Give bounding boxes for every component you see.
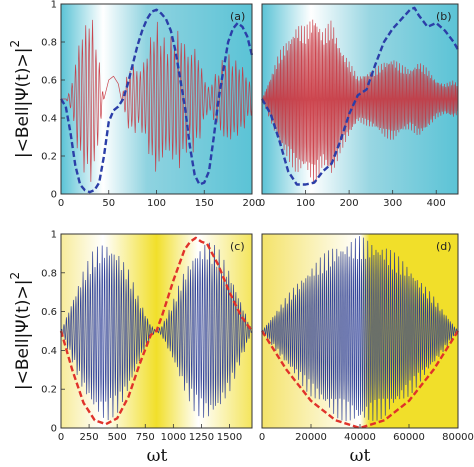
panel-a-y-tick-label: 0.2 bbox=[41, 152, 57, 163]
panel-d-x-tick-label: 60000 bbox=[393, 432, 425, 443]
panel-a-y-tick-label: 0.6 bbox=[41, 76, 57, 87]
panel-d-envelope-line bbox=[260, 330, 460, 430]
panel-a-envelope bbox=[59, 8, 254, 194]
panel-a-y-tick-label: 0.4 bbox=[41, 114, 57, 125]
panel-c-x-tick-label: 750 bbox=[136, 432, 155, 443]
svg-text:|<Bell|Ψ(t)>|2: |<Bell|Ψ(t)>|2 bbox=[8, 40, 33, 158]
panel-c-frame bbox=[60, 233, 253, 429]
panel-a: 0 50 100 150 200 0 0.2 0.4 0.6 0.8 1 (a) bbox=[41, 0, 261, 209]
panel-c-y-tick-label: 0.8 bbox=[41, 268, 57, 279]
panel-c-x-tick-label: 250 bbox=[80, 432, 99, 443]
panel-c-label: (c) bbox=[230, 240, 245, 253]
panel-b: 0 100 200 300 400 (b) bbox=[259, 3, 460, 209]
panel-a-x-tick-label: 0 bbox=[58, 198, 64, 209]
panel-c-y-tick-label: 0 bbox=[51, 424, 57, 435]
panel-c-envelope-line bbox=[59, 236, 253, 426]
panel-d-signal bbox=[261, 236, 459, 422]
panel-b-frame bbox=[261, 3, 459, 195]
panel-c-y-tick-label: 0.6 bbox=[41, 307, 57, 318]
panel-a-envelope-line bbox=[59, 8, 254, 194]
panel-b-x-tick-label: 0 bbox=[259, 198, 265, 209]
panel-a-x-tick-label: 200 bbox=[242, 198, 261, 209]
x-axis-title-left: ωt bbox=[147, 446, 168, 466]
panel-b-signal-line bbox=[261, 19, 459, 185]
panel-c-y-tick-label: 0.4 bbox=[41, 346, 57, 357]
panel-d-signal-line bbox=[261, 236, 459, 422]
panel-d-x-tick-label: 80000 bbox=[442, 432, 474, 443]
panel-b-envelope-line bbox=[260, 6, 460, 186]
panel-d-x-tick-label: 0 bbox=[259, 432, 265, 443]
panel-c-x-tick-label: 500 bbox=[108, 432, 127, 443]
panel-b-x-tick-label: 400 bbox=[427, 198, 446, 209]
panel-c: 0 250 500 750 1000 1250 1500 0 0.2 0.4 0.6 0.8 1 (c) bbox=[41, 230, 253, 444]
y-axis-title-bottom-text: |<Bell|Ψ(t)>| bbox=[13, 280, 33, 391]
y-axis-title-top: |<Bell|Ψ(t)>|2 bbox=[8, 40, 33, 158]
panel-c-ticks: 0 250 500 750 1000 1250 1500 0 0.2 0.4 0.6 0.8 1 bbox=[41, 230, 242, 444]
panel-d-envelope bbox=[260, 330, 460, 430]
panel-a-signal bbox=[61, 19, 253, 182]
panel-a-signal-line bbox=[61, 19, 253, 182]
panel-a-x-tick-label: 50 bbox=[102, 198, 115, 209]
panel-c-y-tick-label: 0.2 bbox=[41, 385, 57, 396]
y-axis-title-bottom: |<Bell|Ψ(t)>|2 bbox=[8, 272, 33, 390]
svg-text:|<Bell|Ψ(t)>|2: |<Bell|Ψ(t)>|2 bbox=[8, 272, 33, 390]
panel-b-label: (b) bbox=[436, 10, 452, 23]
panel-a-y-tick-label: 1 bbox=[51, 0, 57, 11]
x-axis-title-right: ωt bbox=[350, 446, 371, 466]
panel-a-y-tick-label: 0.8 bbox=[41, 38, 57, 49]
panel-b-envelope bbox=[260, 6, 460, 186]
panel-a-x-tick-label: 150 bbox=[195, 198, 214, 209]
panel-b-signal bbox=[261, 19, 459, 185]
panel-b-ticks: 0 100 200 300 400 bbox=[259, 190, 446, 209]
panel-d: 0 20000 40000 60000 80000 (d) bbox=[259, 233, 474, 443]
panel-b-x-tick-label: 100 bbox=[296, 198, 315, 209]
panel-d-x-tick-label: 20000 bbox=[295, 432, 327, 443]
panel-d-ticks: 0 20000 40000 60000 80000 bbox=[259, 424, 474, 443]
y-axis-title-bottom-exponent: 2 bbox=[8, 272, 22, 280]
panel-b-x-tick-label: 200 bbox=[340, 198, 359, 209]
panel-a-y-tick-label: 0 bbox=[51, 190, 57, 201]
panel-a-x-tick-label: 100 bbox=[147, 198, 166, 209]
panel-a-ticks: 0 50 100 150 200 0 0.2 0.4 0.6 0.8 1 bbox=[41, 0, 261, 209]
panel-c-y-tick-label: 1 bbox=[51, 230, 57, 241]
panel-c-envelope bbox=[59, 236, 253, 426]
panel-c-x-tick-label: 1500 bbox=[217, 432, 242, 443]
panel-c-x-tick-label: 1000 bbox=[161, 432, 186, 443]
panel-b-x-tick-label: 300 bbox=[383, 198, 402, 209]
panel-d-x-tick-label: 40000 bbox=[344, 432, 376, 443]
panel-c-x-tick-label: 1250 bbox=[189, 432, 214, 443]
panel-a-label: (a) bbox=[230, 10, 245, 23]
panel-c-x-tick-label: 0 bbox=[58, 432, 64, 443]
y-axis-title-top-text: |<Bell|Ψ(t)>| bbox=[13, 48, 33, 159]
panel-d-label: (d) bbox=[436, 240, 452, 253]
y-axis-title-top-exponent: 2 bbox=[8, 40, 22, 48]
